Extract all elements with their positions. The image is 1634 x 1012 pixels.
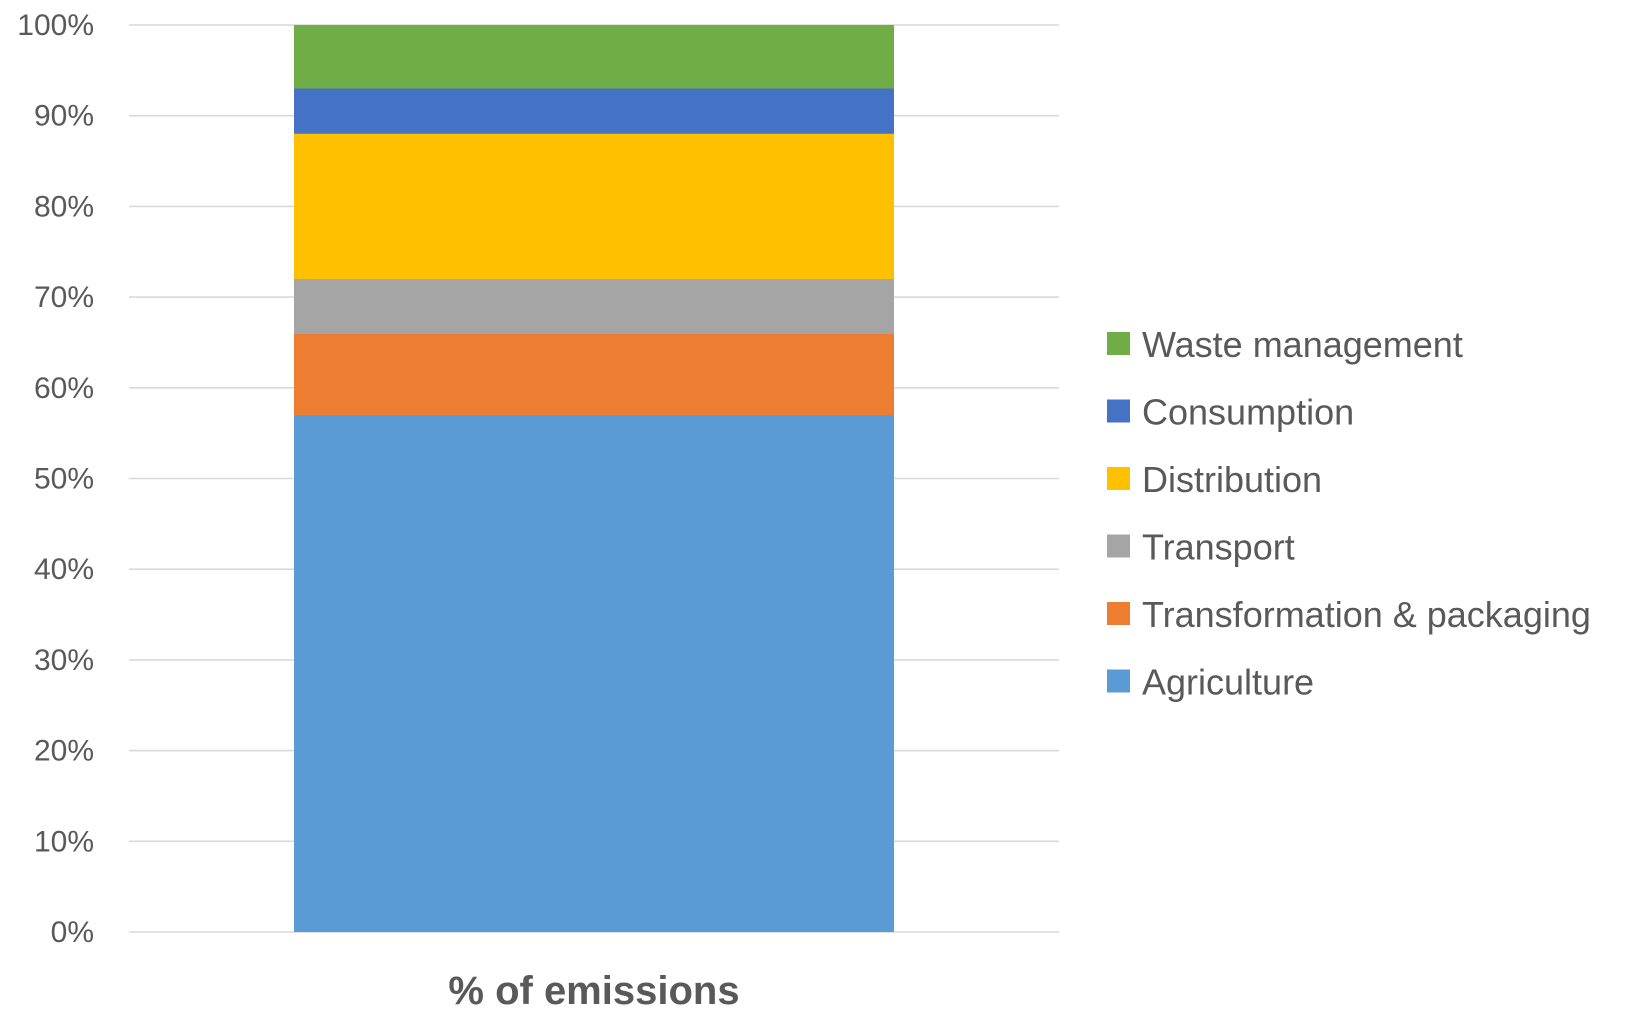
y-tick-label: 50%	[34, 463, 94, 496]
x-axis: % of emissions	[448, 969, 739, 1012]
y-tick-label: 20%	[34, 735, 94, 768]
x-category-label: % of emissions	[448, 969, 739, 1012]
bar-segment-transformation-packaging	[294, 333, 894, 416]
bar-stack	[294, 25, 894, 932]
y-tick-label: 40%	[34, 553, 94, 586]
bar-segment-agriculture	[294, 415, 894, 932]
legend-swatch	[1107, 602, 1130, 625]
legend-swatch	[1107, 467, 1130, 490]
legend-label: Distribution	[1142, 459, 1322, 500]
y-tick-label: 0%	[51, 916, 94, 949]
legend: Waste management Consumption Distribution T…	[1107, 324, 1591, 703]
y-tick-label: 60%	[34, 372, 94, 405]
legend-label: Agriculture	[1142, 662, 1314, 703]
y-tick-label: 80%	[34, 190, 94, 223]
legend-label: Transformation & packaging	[1142, 594, 1591, 635]
bar-segment-distribution	[294, 133, 894, 279]
y-tick-label: 30%	[34, 644, 94, 677]
y-tick-label: 100%	[17, 9, 94, 42]
legend-label: Consumption	[1142, 392, 1354, 433]
legend-label: Transport	[1142, 527, 1295, 568]
y-tick-label: 10%	[34, 825, 94, 858]
legend-swatch	[1107, 534, 1130, 558]
bar-segment-transport	[294, 278, 894, 334]
bar-segment-waste-management	[294, 25, 894, 89]
y-tick-label: 90%	[34, 100, 94, 133]
y-tick-label: 70%	[34, 281, 94, 314]
legend-swatch	[1107, 332, 1130, 355]
bar-segment-consumption	[294, 88, 894, 134]
y-axis: 0% 10% 20% 30% 40% 50% 60% 70% 80% 90% 100%	[17, 9, 94, 949]
legend-label: Waste management	[1142, 324, 1463, 365]
legend-swatch	[1107, 399, 1130, 423]
legend-swatch	[1107, 669, 1130, 693]
